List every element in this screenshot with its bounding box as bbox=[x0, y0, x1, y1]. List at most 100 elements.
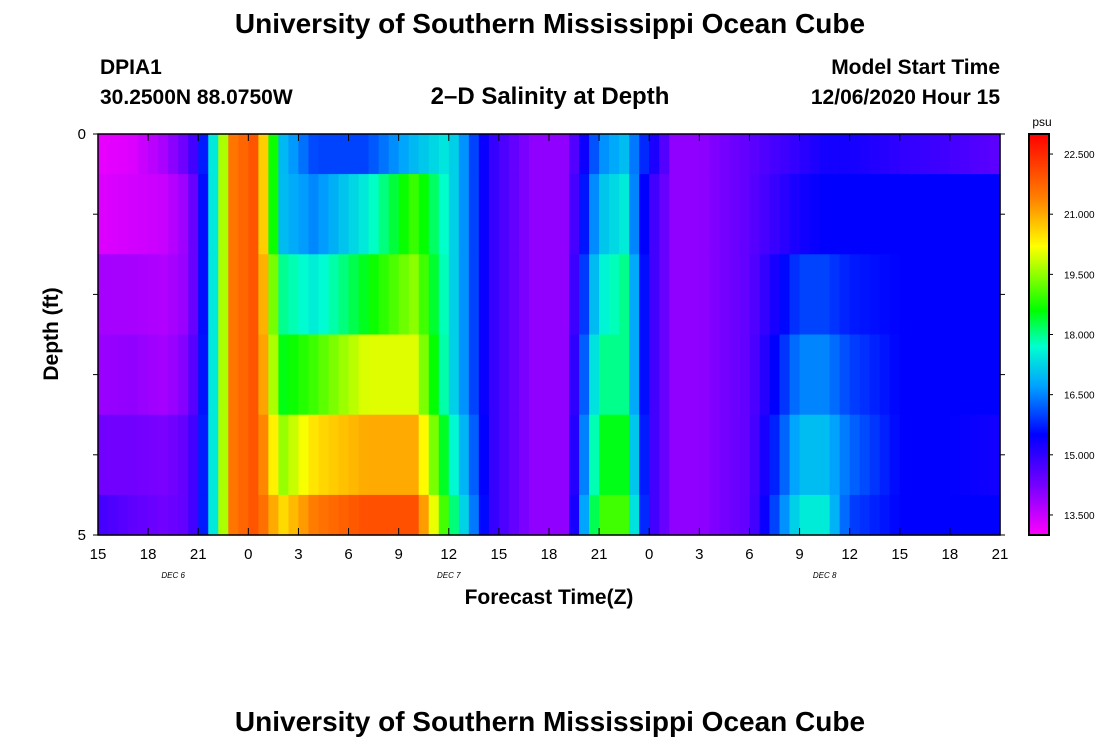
heatmap-cell bbox=[599, 414, 610, 496]
heatmap-cell bbox=[398, 414, 410, 496]
heatmap-cell bbox=[559, 174, 570, 255]
heatmap-cell bbox=[859, 414, 871, 496]
heatmap-cell bbox=[619, 254, 630, 336]
heatmap-cell bbox=[959, 494, 971, 536]
heatmap-cell bbox=[518, 134, 530, 175]
heatmap-cell bbox=[318, 334, 330, 416]
heatmap-cell bbox=[108, 334, 119, 416]
heatmap-cell bbox=[919, 414, 931, 496]
heatmap-cell bbox=[418, 494, 430, 536]
heatmap-cell bbox=[408, 334, 420, 416]
colorbar-tick-label: 18.000 bbox=[1064, 331, 1095, 342]
heatmap-cell bbox=[168, 414, 179, 496]
heatmap-cell bbox=[989, 494, 1001, 536]
heatmap-cell bbox=[428, 334, 440, 416]
heatmap-cell bbox=[498, 254, 510, 336]
heatmap-cell bbox=[158, 494, 169, 536]
heatmap-cell bbox=[889, 254, 901, 336]
heatmap-cell bbox=[859, 134, 871, 175]
heatmap-cell bbox=[809, 334, 821, 416]
heatmap-cell bbox=[989, 134, 1001, 175]
heatmap-cell bbox=[789, 494, 801, 536]
heatmap-cell bbox=[508, 174, 520, 255]
colorbar-tick-label: 15.000 bbox=[1064, 451, 1095, 462]
heatmap-cell bbox=[879, 414, 891, 496]
heatmap-cell bbox=[959, 174, 971, 255]
heatmap-cell bbox=[849, 334, 861, 416]
heatmap-cell bbox=[569, 414, 580, 496]
x-tick-label: 18 bbox=[541, 546, 558, 563]
heatmap-cell bbox=[719, 134, 730, 175]
heatmap-cell bbox=[108, 254, 119, 336]
heatmap-cell bbox=[969, 254, 981, 336]
y-tick-label: 5 bbox=[78, 527, 86, 544]
heatmap-cell bbox=[709, 494, 720, 536]
heatmap-cell bbox=[609, 494, 620, 536]
heatmap-cell bbox=[158, 254, 169, 336]
heatmap-cell bbox=[528, 254, 540, 336]
heatmap-cell bbox=[939, 494, 951, 536]
heatmap-cell bbox=[709, 334, 720, 416]
heatmap-cell bbox=[639, 134, 650, 175]
heatmap-cell bbox=[448, 174, 460, 255]
heatmap-cell bbox=[338, 494, 350, 536]
heatmap-cell bbox=[538, 254, 550, 336]
heatmap-cell bbox=[328, 414, 340, 496]
heatmap-cell bbox=[879, 494, 891, 536]
heatmap-cell bbox=[639, 254, 650, 336]
heatmap-cell bbox=[488, 174, 500, 255]
heatmap-cell bbox=[528, 494, 540, 536]
heatmap-cell bbox=[809, 494, 821, 536]
heatmap-cell bbox=[328, 174, 340, 255]
heatmap-cell bbox=[408, 134, 420, 175]
heatmap-cell bbox=[408, 254, 420, 336]
station-coordinates: 30.2500N 88.0750W bbox=[100, 86, 293, 109]
heatmap-cell bbox=[589, 414, 600, 496]
heatmap-cell bbox=[128, 174, 139, 255]
heatmap-cell bbox=[238, 414, 249, 496]
heatmap-cell bbox=[108, 414, 119, 496]
heatmap-cell bbox=[388, 254, 400, 336]
heatmap-cell bbox=[98, 254, 109, 336]
heatmap-cell bbox=[769, 254, 781, 336]
colorbar-tick-label: 21.000 bbox=[1064, 210, 1095, 221]
heatmap-cell bbox=[909, 494, 921, 536]
heatmap-cell bbox=[759, 494, 771, 536]
heatmap-cell bbox=[258, 134, 269, 175]
heatmap-cell bbox=[448, 254, 460, 336]
heatmap-cell bbox=[889, 494, 901, 536]
heatmap-cell bbox=[168, 174, 179, 255]
heatmap-cell bbox=[729, 134, 741, 175]
heatmap-cell bbox=[188, 174, 199, 255]
date-label: DEC 6 bbox=[161, 571, 185, 580]
heatmap-cell bbox=[258, 414, 269, 496]
heatmap-cell bbox=[488, 134, 500, 175]
heatmap-cell bbox=[248, 134, 259, 175]
heatmap-cell bbox=[869, 134, 881, 175]
heatmap-cell bbox=[549, 174, 560, 255]
heatmap-cell bbox=[178, 134, 189, 175]
heatmap-cell bbox=[118, 254, 129, 336]
heatmap-cell bbox=[949, 494, 961, 536]
heatmap-cell bbox=[819, 494, 831, 536]
heatmap-cell bbox=[198, 334, 209, 416]
heatmap-cell bbox=[528, 334, 540, 416]
heatmap-cell bbox=[629, 174, 640, 255]
x-tick-label: 12 bbox=[841, 546, 858, 563]
heatmap-cell bbox=[408, 414, 420, 496]
heatmap-cell bbox=[819, 414, 831, 496]
heatmap-cell bbox=[418, 414, 430, 496]
heatmap-cell bbox=[278, 134, 290, 175]
heatmap-cell bbox=[258, 494, 269, 536]
heatmap-cell bbox=[188, 334, 199, 416]
heatmap-cell bbox=[679, 254, 690, 336]
x-tick-label: 12 bbox=[440, 546, 457, 563]
heatmap-cell bbox=[348, 494, 360, 536]
heatmap-cell bbox=[478, 134, 490, 175]
heatmap-cell bbox=[569, 254, 580, 336]
heatmap-cell bbox=[789, 334, 801, 416]
heatmap-cell bbox=[639, 414, 650, 496]
heatmap-cell bbox=[178, 254, 189, 336]
heatmap-cell bbox=[579, 254, 590, 336]
x-tick-label: 15 bbox=[90, 546, 107, 563]
